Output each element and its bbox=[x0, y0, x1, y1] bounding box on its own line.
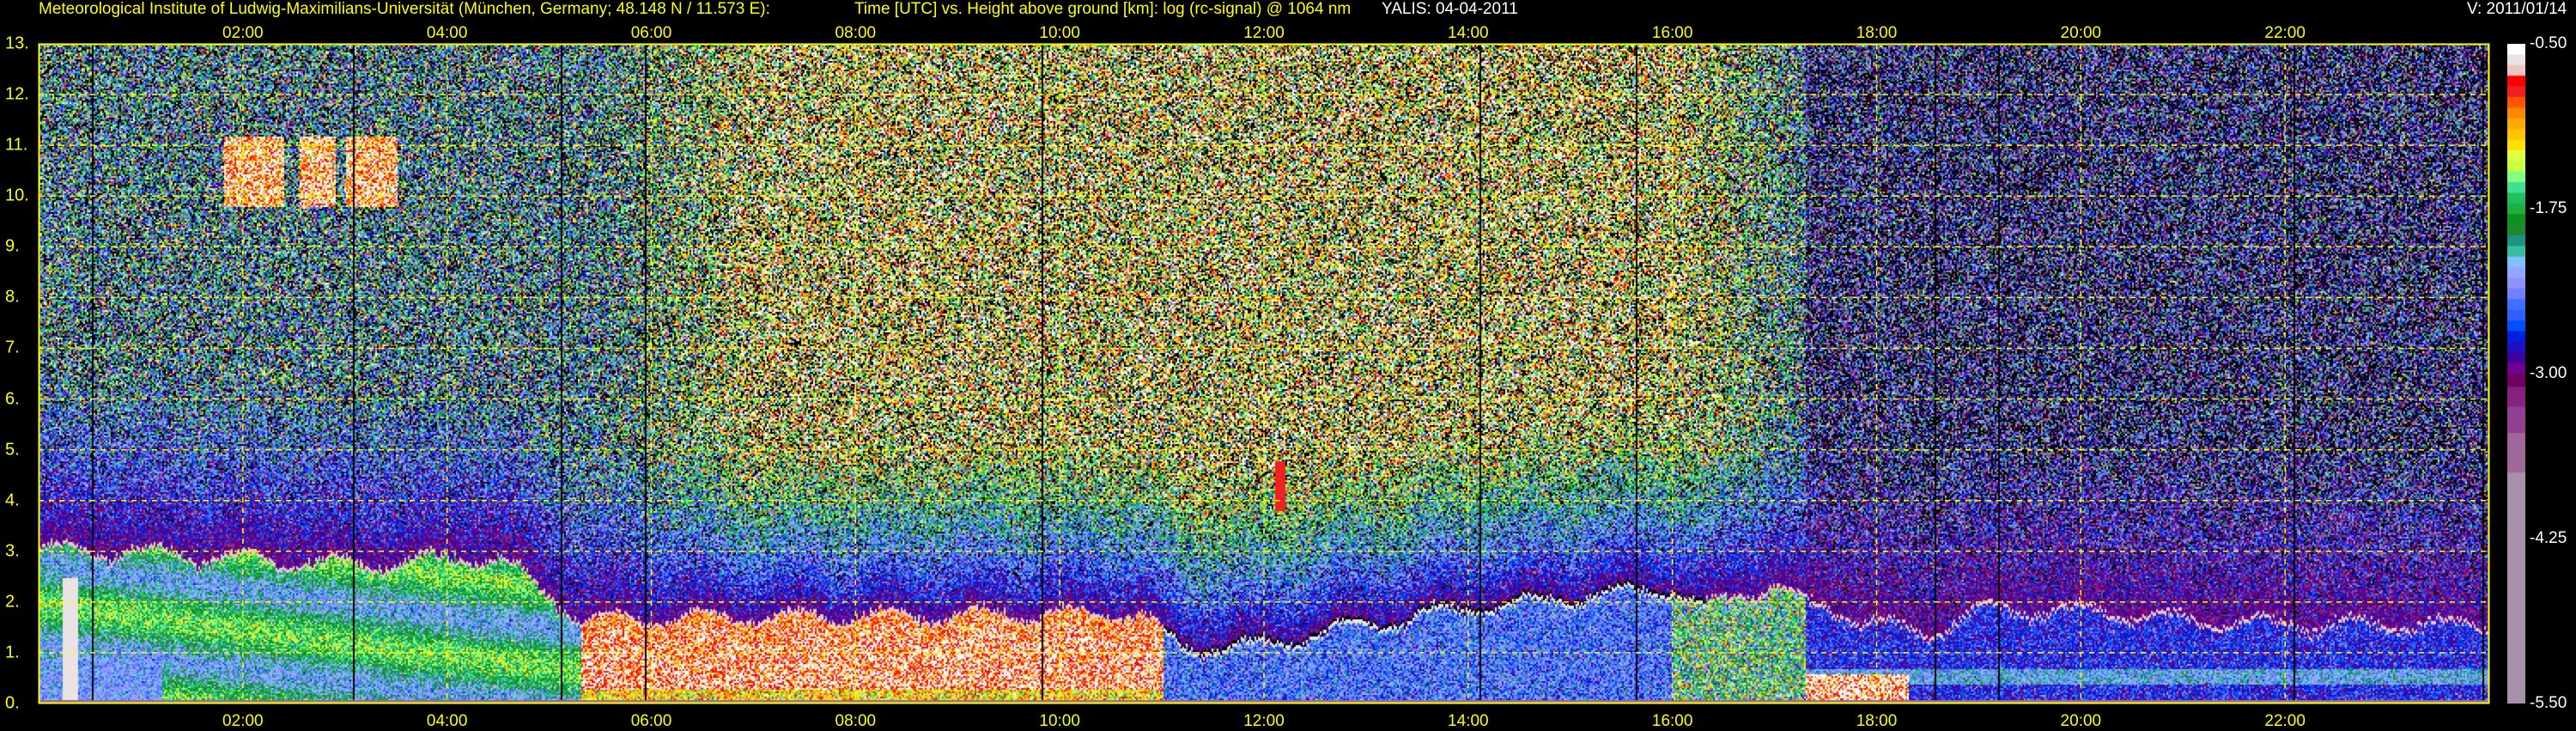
colorbar-tick-label: -5.50 bbox=[2530, 694, 2567, 712]
colorbar-tick-label: -1.75 bbox=[2530, 199, 2567, 217]
x-tick-label-bottom: 16:00 bbox=[1651, 712, 1693, 730]
grid-overlay bbox=[38, 43, 2490, 704]
x-tick-label-top: 04:00 bbox=[426, 24, 468, 42]
y-tick-label: 7. bbox=[5, 338, 20, 357]
plot-frame bbox=[38, 43, 2490, 704]
y-tick-label: 0. bbox=[5, 693, 20, 713]
x-tick-label-top: 06:00 bbox=[630, 24, 672, 42]
x-tick-label-bottom: 12:00 bbox=[1243, 712, 1285, 730]
x-tick-label-top: 20:00 bbox=[2060, 24, 2102, 42]
x-tick-label-top: 22:00 bbox=[2264, 24, 2306, 42]
x-tick-label-bottom: 18:00 bbox=[1856, 712, 1898, 730]
x-tick-label-top: 16:00 bbox=[1651, 24, 1693, 42]
y-tick-label: 13. bbox=[5, 34, 29, 53]
y-tick-label: 10. bbox=[5, 186, 29, 205]
x-tick-label-top: 02:00 bbox=[222, 24, 264, 42]
y-tick-label: 5. bbox=[5, 440, 20, 460]
x-tick-label-top: 08:00 bbox=[835, 24, 877, 42]
colorbar-tick-label: -4.25 bbox=[2530, 529, 2567, 547]
colorbar-tick-label: -0.50 bbox=[2530, 34, 2567, 52]
colorbar-tick-label: -3.00 bbox=[2530, 364, 2567, 382]
x-tick-label-bottom: 06:00 bbox=[630, 712, 672, 730]
x-tick-label-bottom: 04:00 bbox=[426, 712, 468, 730]
x-tick-label-bottom: 22:00 bbox=[2264, 712, 2306, 730]
y-tick-label: 9. bbox=[5, 236, 20, 256]
x-tick-label-top: 12:00 bbox=[1243, 24, 1285, 42]
y-tick-label: 6. bbox=[5, 389, 20, 409]
version-label: V: 2011/01/14 bbox=[2467, 0, 2567, 18]
y-tick-label: 1. bbox=[5, 643, 20, 662]
y-tick-label: 4. bbox=[5, 490, 20, 510]
x-tick-label-bottom: 20:00 bbox=[2060, 712, 2102, 730]
y-tick-label: 8. bbox=[5, 287, 20, 307]
x-tick-label-bottom: 02:00 bbox=[222, 712, 264, 730]
instrument-date: YALIS: 04-04-2011 bbox=[1382, 0, 1518, 18]
lidar-heatmap-plot bbox=[38, 43, 2490, 704]
x-tick-label-bottom: 14:00 bbox=[1448, 712, 1489, 730]
y-tick-label: 2. bbox=[5, 592, 20, 612]
y-tick-label: 11. bbox=[5, 135, 28, 155]
institute-title: Meteorological Institute of Ludwig-Maxim… bbox=[39, 0, 770, 18]
x-tick-label-bottom: 10:00 bbox=[1039, 712, 1080, 730]
y-tick-label: 3. bbox=[5, 541, 20, 561]
x-tick-label-top: 18:00 bbox=[1856, 24, 1898, 42]
x-tick-label-top: 10:00 bbox=[1039, 24, 1080, 42]
x-tick-label-bottom: 08:00 bbox=[835, 712, 877, 730]
x-tick-label-top: 14:00 bbox=[1448, 24, 1489, 42]
y-tick-label: 12. bbox=[5, 84, 29, 104]
colorbar bbox=[2507, 44, 2525, 704]
chart-title: Time [UTC] vs. Height above ground [km]:… bbox=[854, 0, 1352, 18]
